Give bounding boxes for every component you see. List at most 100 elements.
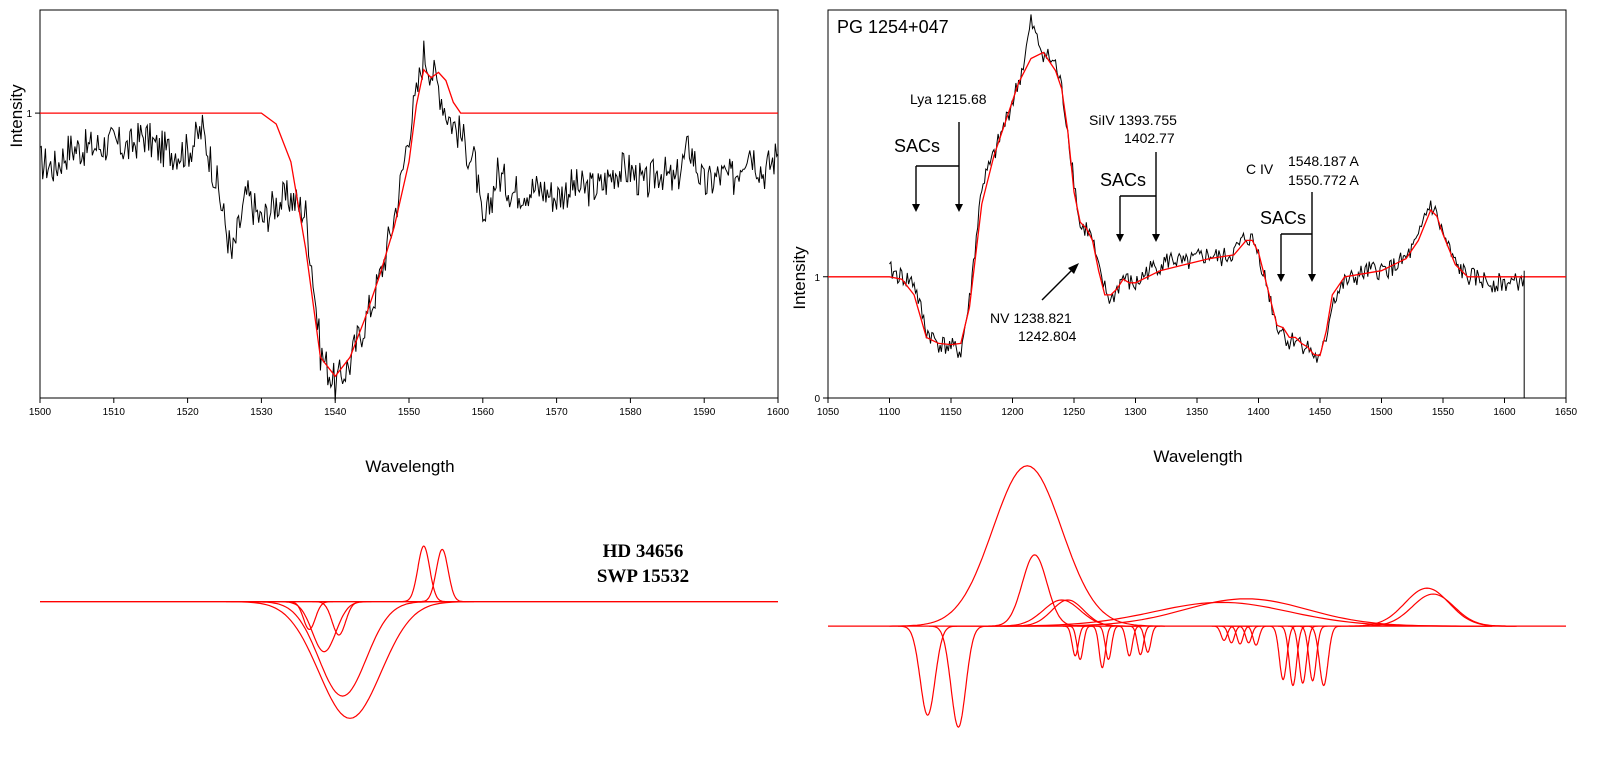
emission-component-line xyxy=(1003,599,1132,627)
absorption-component-line xyxy=(1219,625,1244,644)
absorption-component-line xyxy=(276,601,372,653)
left-plot-frame xyxy=(39,9,779,399)
absorption-component-line xyxy=(928,625,988,728)
x-tick-label: 1600 xyxy=(767,407,790,418)
arrowhead-icon xyxy=(1116,234,1124,242)
x-tick-label: 1450 xyxy=(1309,407,1332,418)
absorption-component-line xyxy=(1211,625,1237,642)
x-tick-label: 1100 xyxy=(879,407,901,418)
annotation-nv-label-2: 1242.804 xyxy=(1018,328,1077,344)
right-x-axis-label: Wavelength xyxy=(1153,447,1242,466)
emission-component-line xyxy=(985,554,1084,627)
absorption-component-line xyxy=(1090,625,1115,669)
absorption-component-line xyxy=(312,601,366,636)
right-x-axis: 1050 1100 1150 1200 1250 1300 1350 1400 1450 1500… xyxy=(817,398,1578,418)
annotation-nv-label-1: NV 1238.821 xyxy=(990,310,1072,326)
x-tick-label: 1650 xyxy=(1555,407,1578,418)
absorption-component-line xyxy=(1278,625,1308,687)
arrowhead-icon xyxy=(912,204,920,212)
right-y-axis: 01 xyxy=(814,273,828,405)
absorption-component-line xyxy=(1117,625,1142,657)
x-tick-label: 1560 xyxy=(472,407,495,418)
x-tick-label: 1050 xyxy=(817,407,840,418)
x-tick-label: 1550 xyxy=(398,407,421,418)
arrowhead-icon xyxy=(1277,274,1285,282)
observed-spectrum-line xyxy=(39,40,779,401)
model-fit-line xyxy=(40,68,778,378)
emission-component-line xyxy=(400,545,448,603)
left-y-axis: 1 xyxy=(26,109,40,120)
y-tick-label: 0 xyxy=(814,394,820,405)
absorption-component-line xyxy=(1227,625,1253,645)
annotation-siiv-label-2: 1402.77 xyxy=(1124,130,1175,146)
absorption-component-line xyxy=(1287,625,1318,684)
annotation-sacs-3-bracket xyxy=(1280,192,1313,278)
absorption-component-line xyxy=(226,601,474,719)
annotation-civ-label: C IV xyxy=(1246,161,1274,177)
emission-component-line xyxy=(418,548,466,603)
x-tick-label: 1580 xyxy=(619,407,642,418)
left-y-axis-label: Intensity xyxy=(7,84,26,148)
absorption-component-line xyxy=(1306,625,1342,687)
x-tick-label: 1510 xyxy=(103,407,126,418)
arrowhead-icon xyxy=(955,204,963,212)
x-tick-label: 1250 xyxy=(1063,407,1086,418)
x-tick-label: 1500 xyxy=(29,407,52,418)
absorption-component-line xyxy=(1067,625,1093,661)
left-component-profiles xyxy=(40,545,778,719)
left-x-axis: 1500 1510 1520 1530 1540 1550 1560 1570 1580 1590… xyxy=(29,398,790,418)
absorption-component-line xyxy=(248,601,437,697)
y-tick-label: 1 xyxy=(26,109,32,120)
left-x-axis-label: Wavelength xyxy=(365,457,454,476)
x-tick-label: 1530 xyxy=(250,407,273,418)
x-tick-label: 1520 xyxy=(176,407,199,418)
annotation-nv-arrow xyxy=(1041,267,1075,301)
model-fit-line xyxy=(828,51,1566,357)
x-tick-label: 1150 xyxy=(940,407,962,418)
annotation-sacs-2-bracket xyxy=(1119,152,1157,238)
annotation-sacs-1: SACs xyxy=(894,136,940,156)
absorption-component-line xyxy=(1297,625,1328,682)
annotation-siiv-label-1: SiIV 1393.755 xyxy=(1089,112,1177,128)
annotation-lya-label: Lya 1215.68 xyxy=(910,91,987,107)
emission-component-line xyxy=(889,465,1166,627)
x-tick-label: 1500 xyxy=(1370,407,1393,418)
x-tick-label: 1350 xyxy=(1186,407,1209,418)
absorption-component-line xyxy=(1236,625,1261,644)
right-plot-area xyxy=(828,14,1566,398)
arrowhead-icon xyxy=(1308,274,1316,282)
absorption-component-line xyxy=(1135,625,1161,654)
x-tick-label: 1600 xyxy=(1493,407,1516,418)
spectrum-id-label: SWP 15532 xyxy=(597,566,689,587)
right-plot-frame xyxy=(827,9,1567,399)
absorption-component-line xyxy=(285,601,333,631)
right-panel: 1050 1100 1150 1200 1250 1300 1350 1400 1450 1500… xyxy=(790,9,1578,466)
left-plot-area xyxy=(39,40,779,401)
emission-component-line xyxy=(951,601,1493,627)
arrowhead-icon xyxy=(1068,263,1079,274)
annotation-sacs-1-bracket xyxy=(915,122,960,208)
star-name-label: HD 34656 xyxy=(603,541,684,562)
x-tick-label: 1200 xyxy=(1001,407,1024,418)
annotation-sacs-2: SACs xyxy=(1100,170,1146,190)
annotation-civ-wavelength-2: 1550.772 A xyxy=(1288,172,1360,188)
right-component-profiles xyxy=(828,465,1566,728)
emission-component-line xyxy=(987,599,1136,627)
annotation-sacs-3: SACs xyxy=(1260,208,1306,228)
absorption-component-line xyxy=(1128,625,1153,656)
arrowhead-icon xyxy=(1152,234,1160,242)
right-y-axis-label: Intensity xyxy=(790,246,809,310)
x-tick-label: 1590 xyxy=(693,407,716,418)
x-tick-label: 1550 xyxy=(1432,407,1455,418)
observed-spectrum-line xyxy=(889,14,1525,363)
absorption-component-line xyxy=(1268,625,1299,681)
absorption-component-line xyxy=(1096,625,1121,661)
emission-component-line xyxy=(1000,598,1493,627)
absorption-component-line xyxy=(898,625,958,716)
left-panel: 1500 1510 1520 1530 1540 1550 1560 1570 1580 1590… xyxy=(7,9,790,476)
emission-component-line xyxy=(1338,587,1516,627)
annotation-civ-wavelength-1: 1548.187 A xyxy=(1288,153,1360,169)
absorption-component-line xyxy=(1062,625,1088,657)
x-tick-label: 1540 xyxy=(324,407,347,418)
